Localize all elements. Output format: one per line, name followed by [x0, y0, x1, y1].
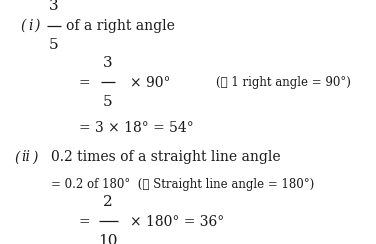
Text: × 180° = 36°: × 180° = 36° — [130, 215, 224, 229]
Text: 3: 3 — [103, 56, 112, 70]
Text: ): ) — [33, 150, 38, 164]
Text: 0.2 times of a straight line angle: 0.2 times of a straight line angle — [51, 150, 280, 164]
Text: 3: 3 — [49, 0, 58, 13]
Text: = 0.2 of 180°  (∴ Straight line angle = 180°): = 0.2 of 180° (∴ Straight line angle = 1… — [51, 178, 314, 191]
Text: = 3 × 18° = 54°: = 3 × 18° = 54° — [79, 121, 194, 135]
Text: 5: 5 — [49, 38, 58, 52]
Text: 5: 5 — [103, 95, 112, 109]
Text: (: ( — [14, 150, 20, 164]
Text: =: = — [79, 76, 91, 90]
Text: 10: 10 — [98, 234, 117, 244]
Text: × 90°: × 90° — [130, 76, 170, 90]
Text: (∴ 1 right angle = 90°): (∴ 1 right angle = 90°) — [216, 76, 351, 90]
Text: ): ) — [35, 19, 40, 33]
Text: (: ( — [21, 19, 26, 33]
Text: of a right angle: of a right angle — [66, 19, 175, 33]
Text: 2: 2 — [103, 195, 112, 209]
Text: =: = — [79, 215, 91, 229]
Text: ii: ii — [21, 150, 30, 164]
Text: i: i — [28, 19, 33, 33]
